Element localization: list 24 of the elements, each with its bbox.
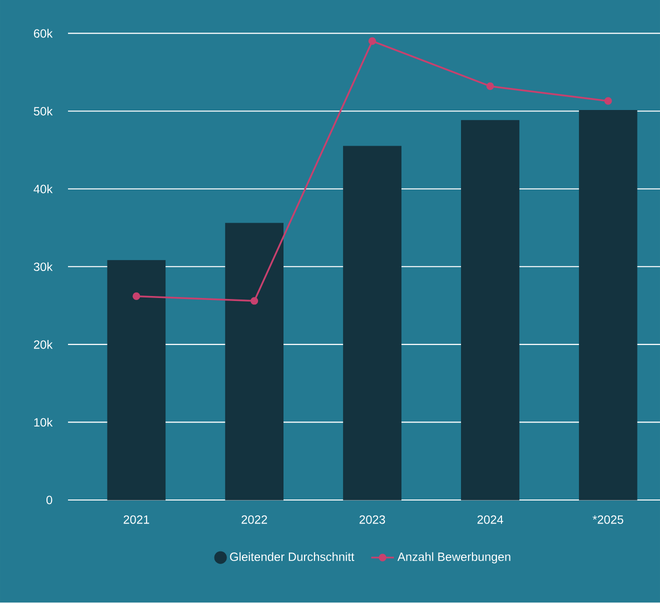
bar [343,146,402,500]
bar [461,120,520,500]
legend-label: Anzahl Bewerbungen [397,552,510,564]
legend-label: Gleitender Durchschnitt [230,552,354,562]
y-tick-label: 60k [34,29,53,38]
point [368,37,376,46]
bar [107,260,166,500]
point [250,297,258,305]
point [604,97,612,105]
y-tick-label: 10k [34,418,53,427]
point [486,82,494,90]
bar [578,110,638,500]
y-tick-label: 30k [34,262,53,272]
y-tick-label: 50k [34,106,53,116]
y-tick-label: 0 [46,496,52,504]
x-tick-label: 2021 [124,516,150,524]
x-tick-label: 2024 [478,516,504,524]
y-tick-label: 20k [34,340,53,350]
point [132,292,140,300]
x-tick-label: 2022 [242,516,268,524]
y-tick-label: 40k [34,184,53,194]
bar [225,223,284,500]
x-tick-label: *2025 [592,516,624,524]
x-tick-label: 2023 [360,516,386,524]
